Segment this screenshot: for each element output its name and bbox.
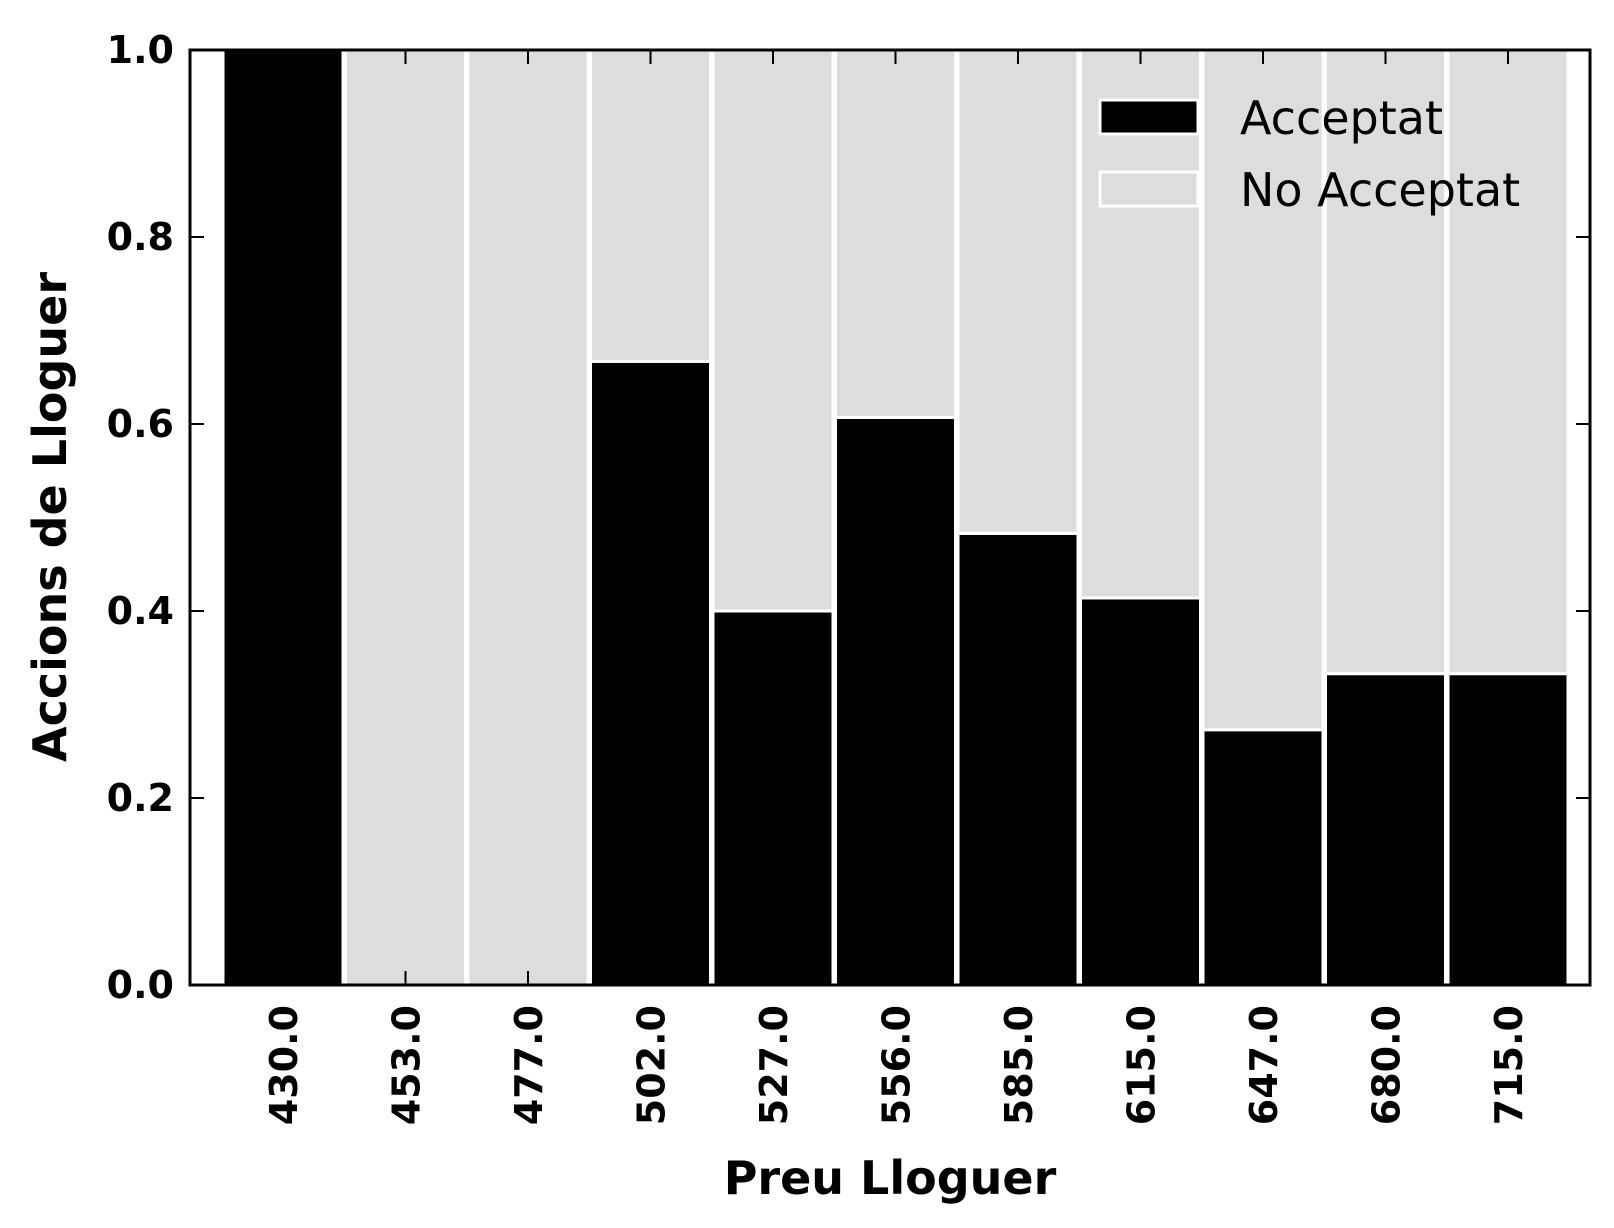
bar-no-acceptat-680.0 — [1324, 48, 1447, 676]
x-tick-label: 556.0 — [875, 1005, 919, 1125]
x-tick-label: 615.0 — [1120, 1005, 1164, 1125]
x-axis-label: Preu Lloguer — [724, 1151, 1057, 1205]
x-tick-label: 527.0 — [752, 1005, 796, 1125]
bar-no-acceptat-477.0 — [466, 48, 590, 987]
x-tick-label: 453.0 — [385, 1005, 429, 1125]
bar-acceptat-647.0 — [1201, 728, 1325, 987]
x-tick-label: 585.0 — [997, 1005, 1041, 1125]
bar-no-acceptat-585.0 — [956, 48, 1080, 535]
bar-acceptat-430.0 — [221, 48, 345, 987]
bars-layer — [221, 48, 1570, 987]
x-axis: 430.0 453.0 477.0 502.0 527.0 556.0 585.0 615.0… — [262, 50, 1531, 1125]
y-tick-label: 0.8 — [107, 215, 174, 259]
legend-swatch-acceptat — [1098, 98, 1200, 136]
x-tick-label: 477.0 — [507, 1005, 551, 1125]
bar-no-acceptat-527.0 — [711, 48, 835, 613]
x-tick-label: 715.0 — [1487, 1005, 1531, 1125]
y-tick-label: 1.0 — [107, 28, 174, 72]
x-tick-label: 430.0 — [262, 1005, 306, 1125]
bar-no-acceptat-647.0 — [1201, 48, 1325, 732]
legend: Acceptat No Acceptat — [1098, 91, 1520, 217]
legend-swatch-no-acceptat — [1098, 170, 1200, 208]
y-tick-label: 0.4 — [107, 589, 174, 633]
x-tick-label: 680.0 — [1365, 1005, 1409, 1125]
x-tick-label: 502.0 — [630, 1005, 674, 1125]
bar-acceptat-715.0 — [1446, 672, 1570, 987]
bar-no-acceptat-615.0 — [1079, 48, 1202, 600]
y-tick-label: 0.0 — [107, 963, 174, 1007]
y-axis: 0.0 0.2 0.4 0.6 0.8 1.0 — [107, 28, 1590, 1007]
y-tick-label: 0.6 — [107, 402, 174, 446]
legend-label-no-acceptat: No Acceptat — [1240, 163, 1520, 217]
bar-no-acceptat-502.0 — [589, 48, 712, 363]
bar-acceptat-585.0 — [956, 531, 1080, 987]
bar-acceptat-527.0 — [711, 609, 835, 987]
bar-acceptat-615.0 — [1079, 596, 1202, 987]
bar-no-acceptat-715.0 — [1446, 48, 1570, 676]
bar-acceptat-680.0 — [1324, 672, 1447, 987]
y-axis-label: Accions de Lloguer — [23, 272, 77, 762]
bar-acceptat-502.0 — [589, 359, 712, 987]
bar-no-acceptat-556.0 — [834, 48, 957, 419]
bar-no-acceptat-453.0 — [344, 48, 467, 987]
bar-acceptat-556.0 — [834, 415, 957, 987]
legend-label-acceptat: Acceptat — [1240, 91, 1443, 145]
y-tick-label: 0.2 — [107, 776, 174, 820]
plot-frame — [188, 48, 1592, 987]
x-tick-label: 647.0 — [1242, 1005, 1286, 1125]
